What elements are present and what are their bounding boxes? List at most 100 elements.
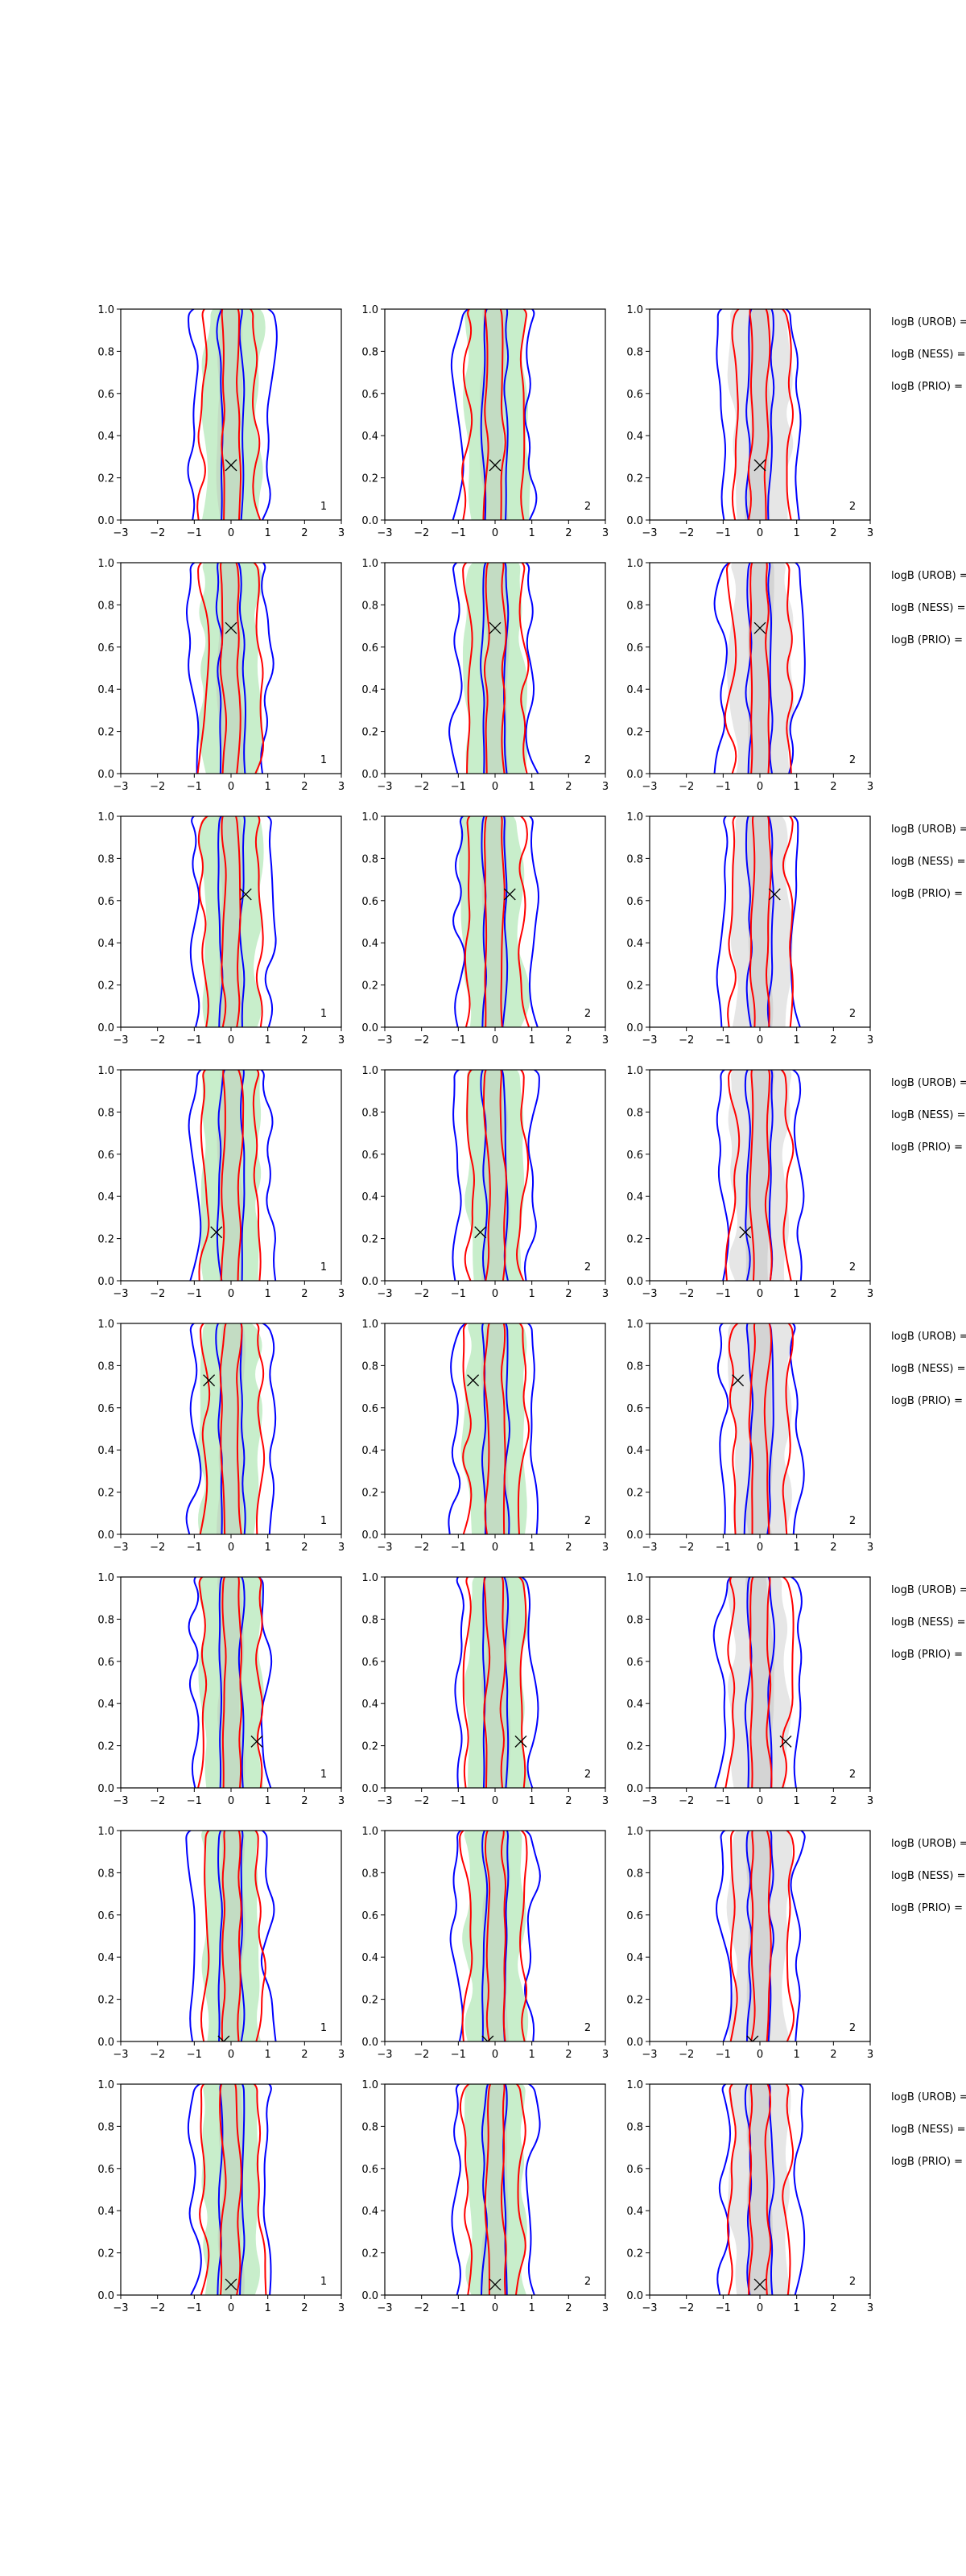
- y-tick-label: 0.8: [626, 2121, 643, 2133]
- y-tick-label: 1.0: [361, 1065, 378, 1077]
- x-tick-label: −1: [716, 1795, 731, 1807]
- x-tick-label: 0: [492, 781, 498, 793]
- panel-1-2-contours: [450, 309, 538, 520]
- panel-4-1-contours: [188, 1070, 277, 1281]
- x-tick-label: 2: [565, 781, 572, 793]
- x-tick-label: 2: [301, 2302, 308, 2314]
- panel-8-3-contours: [716, 2084, 806, 2295]
- y-tick-label: 0.8: [626, 853, 643, 865]
- panel-label: 2: [584, 1769, 591, 1781]
- truth-marker: [210, 1226, 223, 1239]
- y-tick-label: 1.0: [361, 811, 378, 824]
- x-tick-label: −1: [716, 2049, 731, 2061]
- y-tick-label: 1.0: [97, 1065, 114, 1077]
- x-tick-label: 1: [265, 1795, 271, 1807]
- x-tick-label: 1: [794, 1795, 800, 1807]
- x-tick-label: −3: [642, 1542, 657, 1554]
- y-tick-label: 0.0: [626, 515, 643, 527]
- y-tick-label: 0.2: [97, 980, 114, 993]
- truth-marker: [489, 2278, 502, 2291]
- y-tick-label: 0.8: [361, 1868, 378, 1880]
- red-inner-contour: [483, 1577, 506, 1788]
- panel-label: 1: [320, 1261, 327, 1274]
- panel-label: 1: [320, 1769, 327, 1781]
- x-tick-label: 1: [265, 2302, 271, 2314]
- panel-label: 2: [849, 501, 856, 513]
- blue-inner-contour: [481, 1323, 511, 1534]
- y-tick-label: 0.4: [626, 1445, 643, 1457]
- blue-outer-contour: [716, 1070, 805, 1281]
- red-outer-contour: [727, 816, 794, 1027]
- red-inner-contour: [748, 2084, 772, 2295]
- blue-outer-contour: [452, 1070, 540, 1281]
- logb-annotation: logB (UROB) =: [891, 1584, 966, 1596]
- truth-marker: [239, 888, 252, 901]
- red-outer-contour: [197, 816, 264, 1027]
- x-tick-label: 1: [794, 2302, 800, 2314]
- x-tick-label: 3: [338, 781, 345, 793]
- panel-label: 2: [584, 754, 591, 766]
- panel-label: 2: [584, 1515, 591, 1527]
- y-tick-label: 1.0: [361, 1826, 378, 1838]
- y-tick-label: 0.4: [626, 431, 643, 443]
- y-tick-label: 0.6: [97, 1150, 114, 1162]
- logb-annotation: logB (NESS) =: [891, 1109, 965, 1121]
- red-outer-contour: [462, 1577, 527, 1788]
- panel-label: 1: [320, 1515, 327, 1527]
- red-inner-contour: [483, 1070, 507, 1281]
- truth-marker: [739, 1226, 752, 1239]
- x-tick-label: 0: [228, 1542, 234, 1554]
- y-tick-label: 0.6: [361, 389, 378, 401]
- blue-outer-contour: [454, 1577, 539, 1788]
- x-tick-label: −2: [679, 1542, 694, 1554]
- x-tick-label: −2: [150, 1542, 165, 1554]
- blue-outer-contour: [448, 1323, 539, 1534]
- blue-inner-contour: [482, 1577, 510, 1788]
- y-tick-label: 0.6: [97, 1910, 114, 1922]
- y-tick-label: 0.4: [626, 2206, 643, 2218]
- y-tick-label: 0.2: [361, 727, 378, 739]
- y-tick-label: 0.2: [97, 1995, 114, 2007]
- truth-marker: [753, 621, 766, 634]
- x-tick-label: 1: [529, 1034, 535, 1046]
- blue-outer-contour: [448, 563, 539, 774]
- x-tick-label: 3: [602, 1034, 609, 1046]
- y-tick-label: 0.4: [626, 1699, 643, 1711]
- x-tick-label: 3: [338, 1288, 345, 1300]
- blue-outer-contour: [185, 1323, 277, 1534]
- red-outer-contour: [726, 2084, 795, 2295]
- x-tick-label: −2: [414, 1542, 429, 1554]
- blue-inner-contour: [745, 816, 774, 1027]
- x-tick-label: −3: [642, 2302, 657, 2314]
- x-tick-label: 0: [228, 781, 234, 793]
- y-tick-label: 1.0: [361, 558, 378, 570]
- logb-annotation: logB (NESS) =: [891, 2124, 965, 2136]
- y-tick-label: 1.0: [361, 1572, 378, 1584]
- y-tick-label: 0.6: [97, 896, 114, 908]
- x-tick-label: 2: [301, 781, 308, 793]
- logb-annotation: logB (NESS) =: [891, 349, 965, 361]
- x-tick-label: 1: [265, 1288, 271, 1300]
- y-tick-label: 1.0: [626, 1319, 643, 1331]
- x-tick-label: −3: [377, 527, 392, 539]
- x-tick-label: −2: [150, 527, 165, 539]
- x-tick-label: 2: [301, 1034, 308, 1046]
- x-tick-label: −3: [642, 1034, 657, 1046]
- blue-inner-contour: [215, 563, 246, 774]
- x-tick-label: −2: [150, 781, 165, 793]
- y-tick-label: 0.6: [361, 642, 378, 654]
- x-tick-label: 0: [757, 2049, 763, 2061]
- x-tick-label: 2: [830, 1795, 836, 1807]
- logb-annotation: logB (PRIO) =: [891, 634, 963, 646]
- panel-1-3-contours: [716, 309, 802, 520]
- red-outer-contour: [724, 1070, 795, 1281]
- x-tick-label: 3: [602, 527, 609, 539]
- x-tick-label: 2: [301, 1542, 308, 1554]
- y-tick-label: 0.4: [626, 1952, 643, 1964]
- x-tick-label: −1: [716, 527, 731, 539]
- logb-annotation: logB (NESS) =: [891, 856, 965, 868]
- x-tick-label: −2: [414, 527, 429, 539]
- y-tick-label: 0.2: [626, 1488, 643, 1500]
- red-inner-contour: [221, 309, 242, 520]
- x-tick-label: −1: [716, 1542, 731, 1554]
